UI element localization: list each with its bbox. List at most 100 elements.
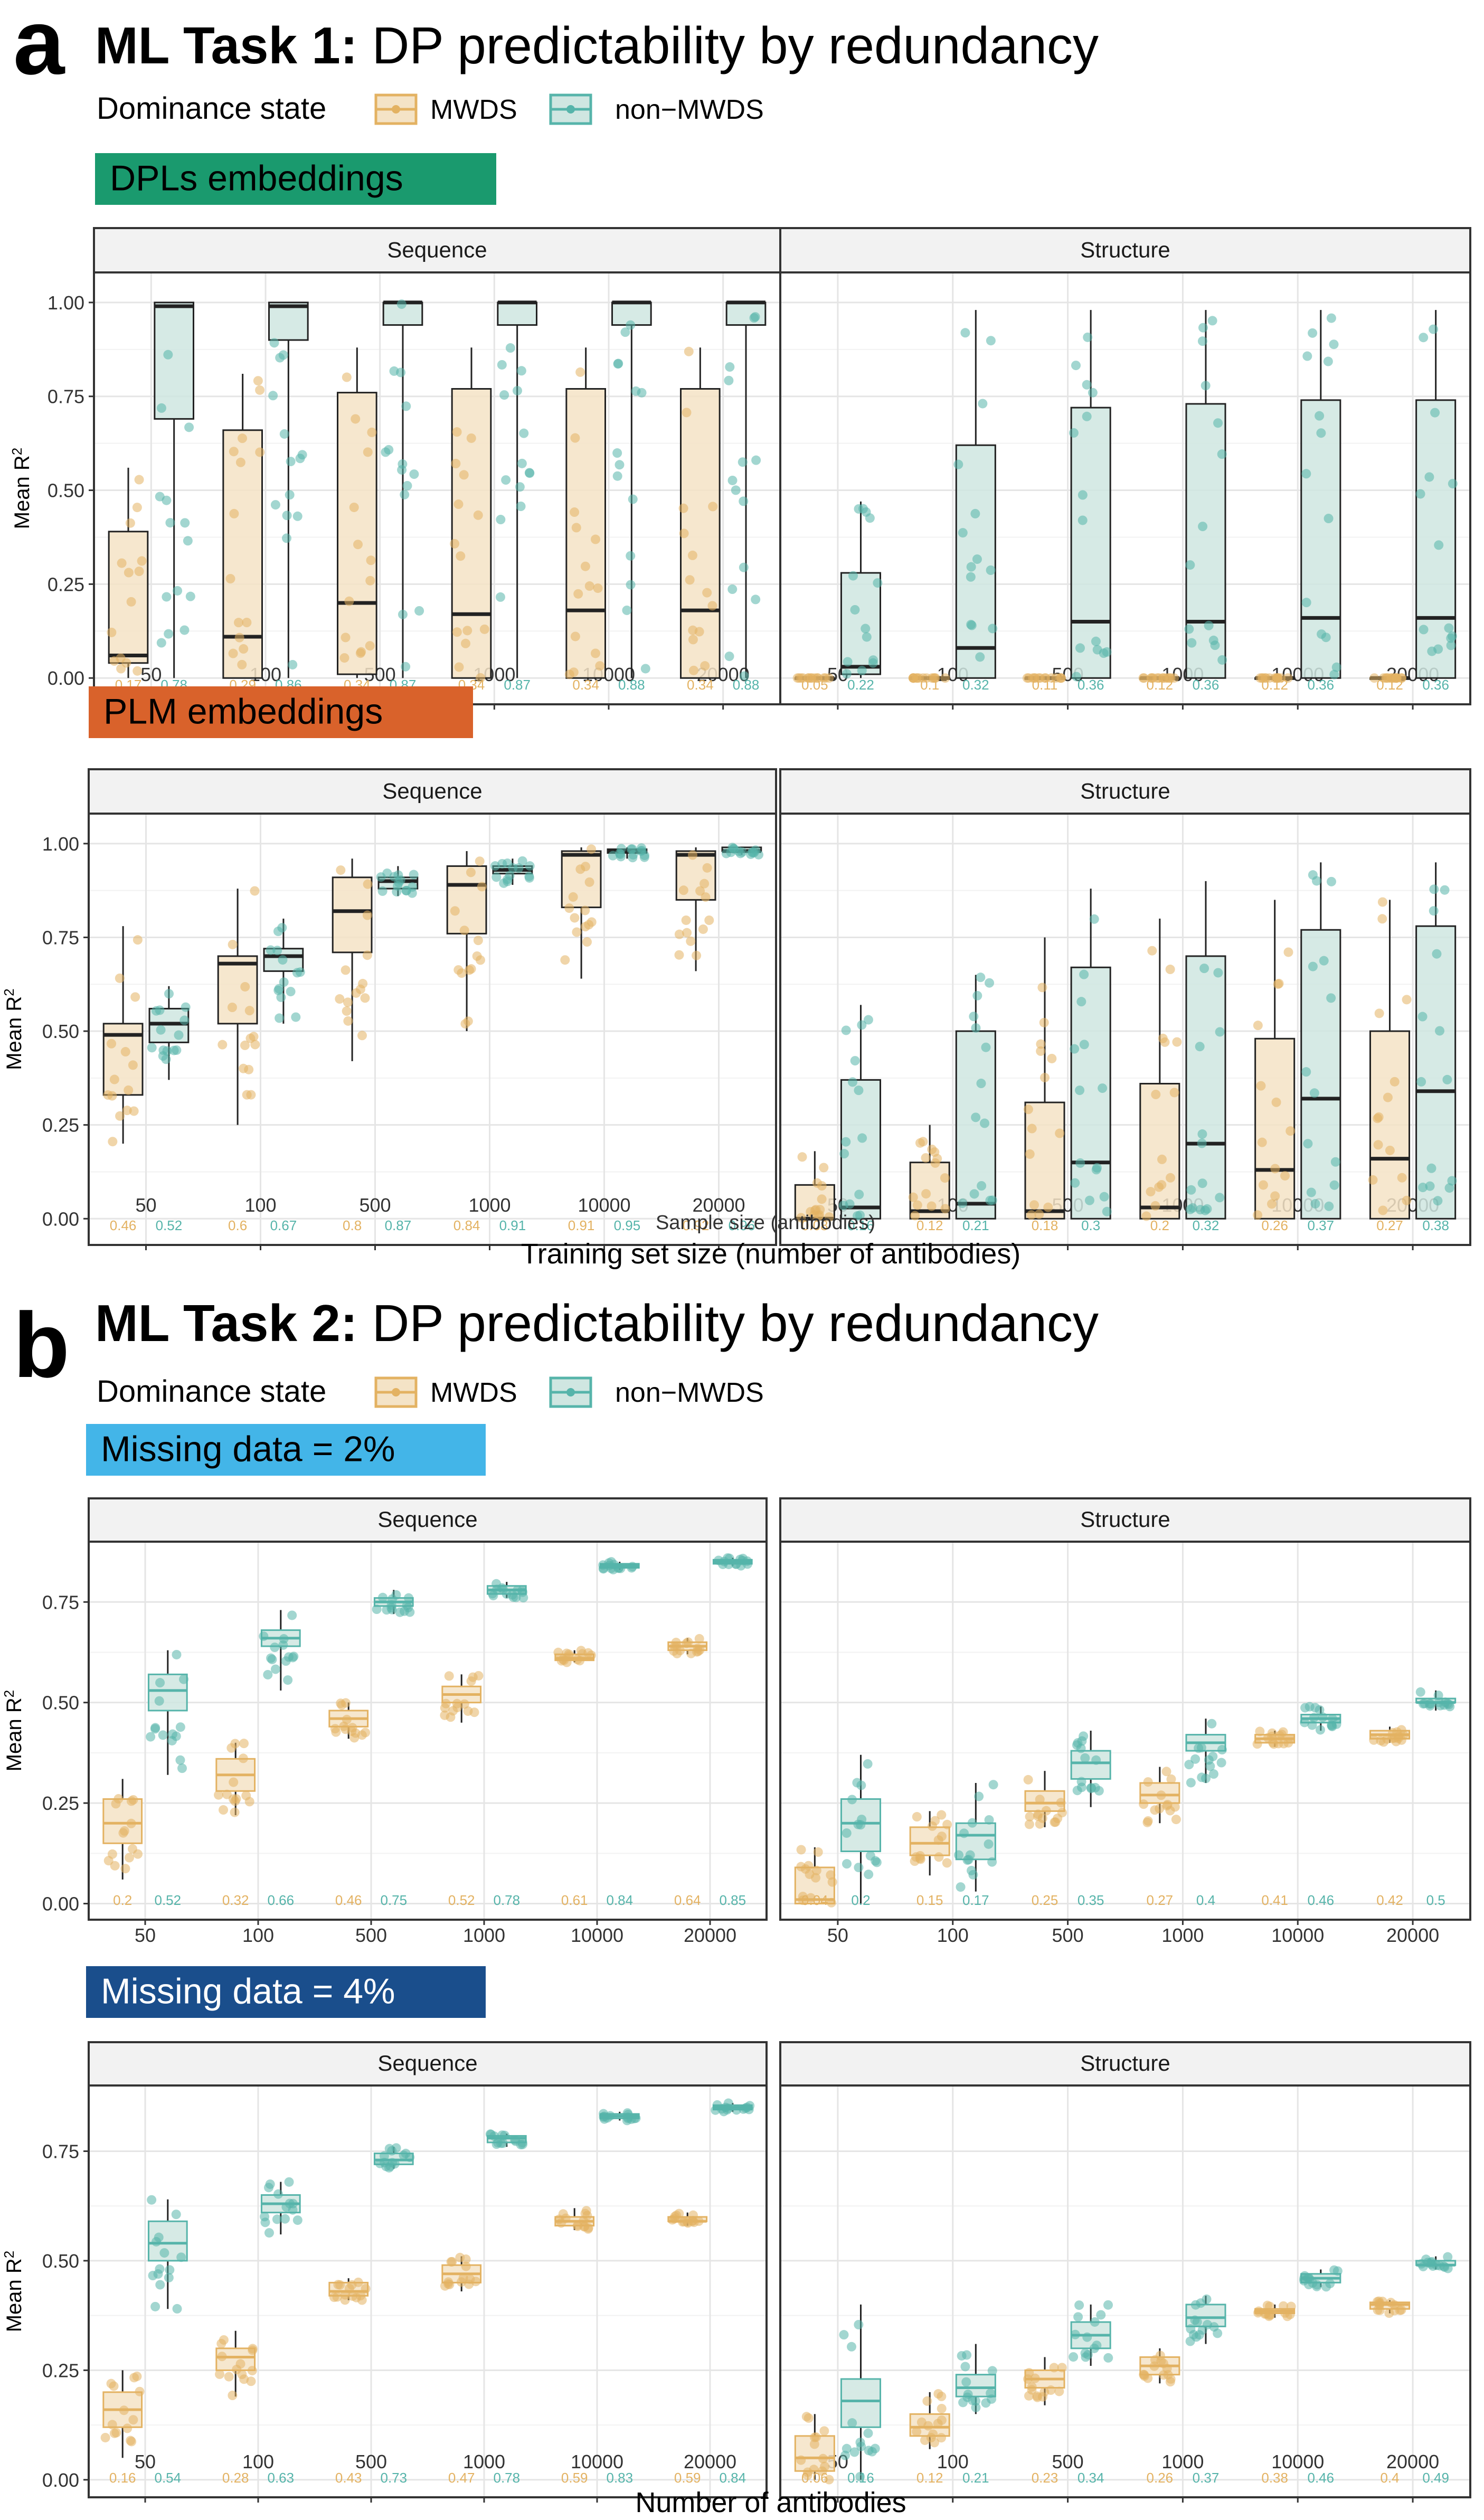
jitter-point	[1204, 620, 1214, 630]
jitter-point	[1273, 1739, 1283, 1749]
jitter-point	[1171, 1815, 1181, 1825]
jitter-point	[1024, 1819, 1034, 1829]
facet-strip-label: Structure	[1080, 2051, 1170, 2075]
box-mwds	[332, 876, 373, 954]
jitter-point	[1308, 961, 1318, 971]
jitter-point	[491, 1579, 502, 1589]
jitter-point	[172, 2304, 182, 2314]
jitter-point	[798, 1895, 808, 1905]
jitter-point	[620, 327, 630, 337]
jitter-point	[817, 1194, 827, 1204]
jitter-point	[865, 1851, 875, 1861]
mean-label: 0.87	[385, 1217, 412, 1233]
mean-label: 0.34	[1077, 2470, 1104, 2486]
jitter-point	[288, 2205, 298, 2215]
jitter-point	[972, 990, 982, 1001]
jitter-point	[1319, 956, 1329, 966]
jitter-point	[1054, 2386, 1064, 2396]
jitter-point	[456, 551, 466, 561]
jitter-point	[640, 664, 650, 674]
jitter-point	[1037, 2392, 1047, 2402]
jitter-point	[242, 617, 252, 627]
jitter-point	[1373, 1113, 1383, 1124]
jitter-point	[1074, 2300, 1084, 2310]
jitter-point	[817, 1181, 827, 1191]
jitter-point	[275, 1013, 285, 1023]
jitter-point	[1318, 1712, 1328, 1722]
jitter-point	[1283, 947, 1293, 957]
jitter-point	[1312, 2281, 1322, 2291]
jitter-point	[459, 470, 469, 480]
jitter-point	[1265, 2301, 1275, 2311]
jitter-point	[751, 455, 761, 465]
jitter-point	[116, 653, 126, 663]
jitter-point	[289, 1651, 299, 1662]
jitter-point	[1430, 408, 1440, 418]
jitter-point	[360, 993, 370, 1003]
jitter-point	[698, 924, 708, 934]
jitter-point	[404, 1593, 414, 1603]
plot-area	[94, 272, 780, 704]
jitter-point	[1075, 643, 1085, 653]
mean-label: 0.23	[1032, 2470, 1058, 2486]
jitter-point	[278, 955, 288, 965]
mean-label: 0.84	[453, 1217, 480, 1233]
mean-label: 0.91	[568, 1217, 595, 1233]
jitter-point	[1417, 1012, 1428, 1022]
jitter-point	[511, 2136, 521, 2146]
jitter-point	[398, 609, 408, 619]
jitter-point	[272, 2214, 282, 2224]
mean-label: 0.32	[1193, 1217, 1220, 1233]
jitter-point	[839, 2330, 849, 2340]
jitter-point	[230, 1796, 240, 1806]
jitter-point	[1209, 2322, 1219, 2332]
jitter-point	[694, 1634, 704, 1644]
panel-a-title: ML Task 1: DP predictability by redundan…	[95, 16, 1099, 74]
plot-area	[89, 814, 776, 1245]
mean-label: 0.35	[1077, 1892, 1104, 1908]
jitter-point	[827, 1877, 837, 1887]
jitter-point	[1197, 336, 1207, 346]
jitter-point	[1033, 1809, 1043, 1819]
plot-border	[779, 1541, 1471, 1921]
jitter-point	[458, 2273, 468, 2283]
jitter-point	[1270, 1164, 1280, 1174]
jitter-point	[479, 624, 489, 634]
jitter-point	[1326, 876, 1336, 886]
jitter-point	[399, 1606, 409, 1616]
jitter-point	[229, 508, 239, 518]
jitter-point	[1384, 2308, 1394, 2318]
jitter-point	[1023, 1105, 1033, 1115]
jitter-point	[1092, 1163, 1102, 1173]
jitter-point	[164, 989, 174, 999]
y-tick-label: 0.75	[48, 386, 84, 408]
jitter-point	[584, 581, 594, 591]
jitter-point	[978, 399, 988, 409]
y-tick-label: 0.75	[42, 927, 79, 948]
jitter-point	[687, 850, 697, 860]
jitter-point	[1186, 1185, 1196, 1195]
jitter-point	[971, 1023, 981, 1033]
jitter-point	[107, 1039, 117, 1049]
jitter-point	[910, 1211, 920, 1221]
jitter-point	[1163, 673, 1173, 683]
jitter-point	[179, 625, 190, 635]
jitter-point	[1139, 2370, 1149, 2380]
jitter-point	[1197, 1138, 1207, 1148]
jitter-point	[1057, 1808, 1067, 1818]
y-tick-label: 0.00	[42, 2469, 79, 2491]
jitter-point	[471, 2277, 481, 2287]
jitter-point	[694, 627, 704, 637]
jitter-point	[1141, 1211, 1151, 1221]
panel-a-xlabel: Training set size (number of antibodies)	[521, 1238, 1020, 1270]
jitter-point	[128, 1060, 138, 1070]
x-tick-label: 10000	[1271, 1924, 1324, 1946]
jitter-point	[1257, 1137, 1267, 1147]
jitter-point	[248, 2344, 258, 2354]
jitter-point	[922, 2396, 932, 2406]
banner-bg	[86, 1424, 486, 1476]
jitter-point	[515, 482, 525, 492]
jitter-point	[1396, 673, 1406, 683]
jitter-point	[727, 475, 738, 485]
jitter-point	[688, 2216, 698, 2226]
